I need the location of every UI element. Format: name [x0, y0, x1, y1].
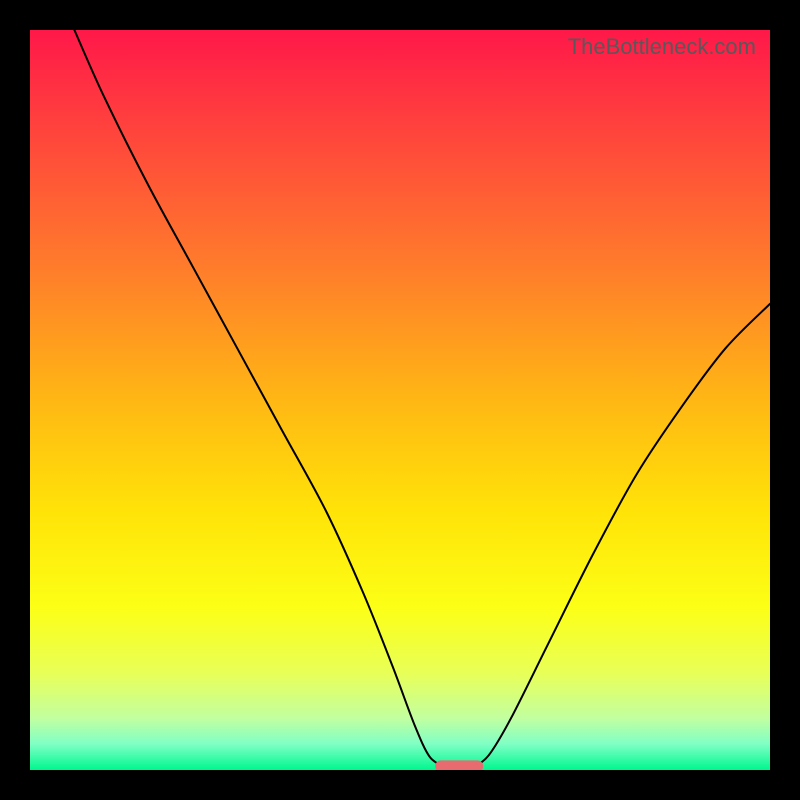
- watermark-text: TheBottleneck.com: [568, 34, 756, 60]
- chart-frame: TheBottleneck.com: [0, 0, 800, 800]
- gradient-background: [30, 30, 770, 770]
- valley-marker: [435, 760, 483, 770]
- plot-svg: [30, 30, 770, 770]
- plot-area: [30, 30, 770, 770]
